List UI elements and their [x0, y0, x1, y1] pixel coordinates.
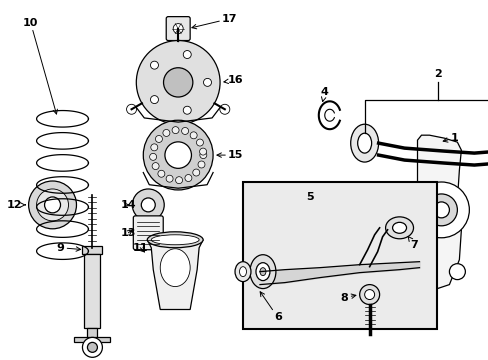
Circle shape: [163, 68, 192, 97]
Circle shape: [164, 142, 191, 168]
Bar: [74, 337, 110, 342]
Ellipse shape: [239, 267, 246, 276]
FancyBboxPatch shape: [133, 216, 163, 250]
Circle shape: [200, 152, 206, 159]
Circle shape: [220, 104, 229, 114]
Circle shape: [425, 194, 456, 226]
Ellipse shape: [392, 222, 406, 233]
Ellipse shape: [357, 133, 371, 153]
Circle shape: [414, 268, 433, 288]
Circle shape: [175, 177, 182, 184]
Ellipse shape: [260, 268, 265, 276]
Circle shape: [432, 202, 448, 218]
Circle shape: [359, 285, 379, 305]
Ellipse shape: [160, 249, 190, 287]
Text: 12: 12: [7, 200, 25, 210]
Circle shape: [448, 264, 465, 280]
Bar: [84, 254, 100, 328]
Circle shape: [149, 153, 156, 160]
Circle shape: [155, 135, 162, 143]
Circle shape: [192, 169, 199, 176]
Text: 17: 17: [191, 14, 237, 29]
Circle shape: [143, 120, 213, 190]
Circle shape: [29, 181, 76, 229]
Circle shape: [166, 175, 173, 182]
Circle shape: [199, 148, 206, 155]
Bar: [82, 246, 102, 254]
Text: 9: 9: [57, 243, 81, 253]
Circle shape: [364, 289, 374, 300]
Circle shape: [150, 144, 158, 151]
Circle shape: [141, 198, 155, 212]
Circle shape: [203, 78, 211, 86]
Circle shape: [44, 197, 61, 213]
Text: 15: 15: [217, 150, 243, 160]
Circle shape: [132, 189, 164, 221]
Circle shape: [150, 96, 158, 104]
Text: 7: 7: [407, 237, 418, 250]
Text: 11: 11: [132, 243, 148, 253]
Text: 10: 10: [23, 18, 57, 114]
Circle shape: [183, 106, 191, 114]
Bar: [87, 328, 97, 338]
Circle shape: [198, 161, 204, 168]
Text: 3: 3: [0, 359, 1, 360]
Polygon shape: [147, 240, 203, 310]
Text: 6: 6: [260, 292, 281, 323]
Text: 1: 1: [442, 133, 457, 143]
Text: 4: 4: [320, 87, 328, 102]
Ellipse shape: [385, 217, 413, 239]
Circle shape: [82, 337, 102, 357]
Ellipse shape: [249, 255, 275, 289]
Circle shape: [87, 342, 97, 352]
FancyBboxPatch shape: [166, 17, 190, 41]
Bar: [243, 182, 437, 329]
Circle shape: [152, 163, 159, 170]
Circle shape: [181, 127, 188, 134]
Text: 13: 13: [121, 228, 136, 238]
Circle shape: [163, 130, 169, 136]
Ellipse shape: [350, 124, 378, 162]
Circle shape: [37, 189, 68, 221]
Circle shape: [196, 139, 203, 146]
Circle shape: [136, 41, 220, 124]
Circle shape: [183, 50, 191, 59]
Circle shape: [126, 104, 136, 114]
Polygon shape: [417, 135, 461, 289]
Circle shape: [413, 182, 468, 238]
Text: 16: 16: [224, 75, 243, 85]
Circle shape: [173, 24, 183, 33]
Ellipse shape: [235, 262, 250, 282]
Circle shape: [190, 132, 197, 139]
Circle shape: [158, 170, 164, 177]
Circle shape: [150, 61, 158, 69]
Ellipse shape: [151, 235, 199, 245]
Text: 5: 5: [305, 192, 313, 202]
Text: 8: 8: [340, 293, 355, 302]
Circle shape: [184, 175, 191, 181]
Ellipse shape: [147, 232, 203, 248]
Circle shape: [172, 127, 179, 134]
Ellipse shape: [255, 263, 269, 280]
Text: 14: 14: [120, 200, 136, 210]
Text: 2: 2: [434, 69, 442, 80]
